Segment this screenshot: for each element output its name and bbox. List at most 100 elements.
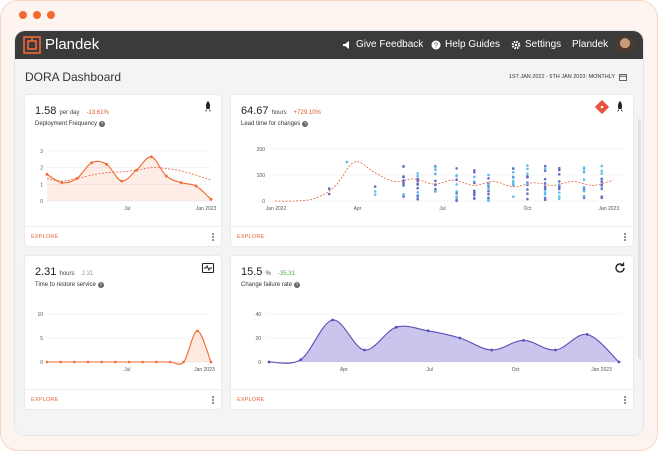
settings-label: Settings bbox=[525, 39, 562, 50]
restore-label: Time to restore service ? bbox=[35, 282, 104, 288]
lead-scatter-point bbox=[487, 187, 490, 191]
more-options-icon[interactable] bbox=[211, 232, 215, 242]
lead-scatter-point bbox=[600, 169, 604, 173]
x-tick-label: Jan 2023 bbox=[194, 367, 215, 373]
x-tick-label: Jan 2023 bbox=[599, 206, 620, 212]
deploy-point bbox=[75, 177, 79, 180]
lead-scatter-point bbox=[543, 185, 547, 188]
lead-value: 64.67 bbox=[241, 105, 269, 117]
lead-time-card: 64.67 hours +729.10% Lead time for chang… bbox=[231, 95, 633, 246]
help-guides-label: Help Guides bbox=[445, 39, 501, 50]
lead-scatter-point bbox=[345, 160, 349, 164]
explore-link[interactable]: EXPLORE bbox=[237, 397, 265, 403]
y-tick-label: 0 bbox=[40, 360, 43, 366]
lead-scatter-point bbox=[373, 185, 377, 188]
lead-scatter-point bbox=[582, 194, 586, 198]
pulse-monitor-icon bbox=[201, 262, 215, 274]
lead-scatter-point bbox=[600, 183, 604, 187]
info-icon[interactable]: ? bbox=[302, 121, 309, 127]
account-menu[interactable]: Plandek bbox=[572, 39, 608, 50]
lead-scatter-point bbox=[373, 193, 377, 196]
explore-link[interactable]: EXPLORE bbox=[31, 397, 59, 403]
lead-scatter-point bbox=[416, 174, 419, 178]
window-dot-icon bbox=[19, 11, 27, 19]
restore-point bbox=[127, 360, 131, 364]
cfr-label: Change failure rate ? bbox=[241, 282, 301, 288]
lead-scatter-point bbox=[600, 185, 604, 189]
lead-scatter-point bbox=[402, 193, 405, 197]
deploy-point bbox=[164, 174, 168, 178]
lead-scatter-point bbox=[416, 177, 419, 181]
cfr-value: 15.5 bbox=[241, 266, 263, 278]
lead-scatter-point bbox=[434, 189, 437, 193]
lead-scatter-point bbox=[402, 183, 405, 187]
plandek-logo-icon[interactable] bbox=[23, 36, 41, 54]
cfr-point bbox=[490, 348, 494, 352]
date-range-label: 1ST JAN 2022 - 5TH JAN 2023: MONTHLY bbox=[508, 74, 615, 80]
scrollbar[interactable] bbox=[638, 119, 641, 359]
cfr-line bbox=[268, 319, 620, 364]
y-tick-label: 40 bbox=[255, 312, 261, 318]
lead-scatter-point bbox=[557, 166, 561, 170]
lead-scatter-point bbox=[416, 194, 419, 198]
lead-scatter-point bbox=[434, 172, 437, 176]
lead-scatter-point bbox=[416, 183, 419, 186]
lead-scatter-point bbox=[434, 165, 437, 169]
deploy-area bbox=[47, 156, 211, 201]
deploy-point bbox=[60, 181, 64, 185]
gear-icon bbox=[511, 40, 521, 49]
info-icon[interactable]: ? bbox=[99, 121, 106, 127]
lead-scatter-point bbox=[373, 190, 377, 193]
lead-scatter-point bbox=[526, 197, 529, 201]
page-title: DORA Dashboard bbox=[25, 70, 122, 84]
avatar[interactable] bbox=[616, 36, 634, 54]
lead-scatter-point bbox=[434, 168, 437, 172]
lead-scatter-point bbox=[487, 192, 490, 196]
y-tick-label: 0 bbox=[262, 199, 265, 205]
explore-link[interactable]: EXPLORE bbox=[31, 234, 59, 240]
more-options-icon[interactable] bbox=[623, 232, 627, 242]
dashboard-content: DORA Dashboard 1ST JAN 2022 - 5TH JAN 20… bbox=[15, 59, 643, 435]
lead-scatter-point bbox=[511, 176, 515, 180]
x-tick-label: Oct bbox=[524, 206, 532, 212]
lead-scatter-point bbox=[600, 177, 604, 181]
lead-scatter-point bbox=[402, 195, 405, 198]
info-icon[interactable]: ? bbox=[97, 282, 104, 288]
lead-scatter-point bbox=[543, 193, 547, 196]
date-range-picker[interactable]: 1ST JAN 2022 - 5TH JAN 2023: MONTHLY bbox=[509, 73, 627, 81]
cfr-unit: % bbox=[265, 271, 271, 277]
info-icon[interactable]: ? bbox=[294, 282, 301, 288]
settings-link[interactable]: Settings bbox=[511, 39, 561, 50]
lead-scatter-point bbox=[473, 197, 476, 200]
lead-scatter-point bbox=[473, 191, 476, 194]
lead-scatter-point bbox=[487, 173, 490, 177]
account-label: Plandek bbox=[572, 39, 609, 50]
more-options-icon[interactable] bbox=[623, 395, 627, 405]
lead-scatter-point bbox=[455, 198, 458, 202]
give-feedback-link[interactable]: Give Feedback bbox=[342, 39, 423, 50]
top-navbar: Plandek Give Feedback ? Help Guides Sett… bbox=[15, 31, 643, 59]
restore-point bbox=[73, 360, 76, 364]
lead-scatter-point bbox=[543, 191, 547, 194]
lead-scatter-point bbox=[600, 172, 604, 175]
explore-link[interactable]: EXPLORE bbox=[237, 234, 265, 240]
restore-footer: EXPLORE bbox=[25, 389, 221, 409]
more-options-icon[interactable] bbox=[211, 395, 215, 405]
lead-scatter-point bbox=[487, 183, 490, 186]
restore-point bbox=[155, 360, 158, 364]
x-tick-label: Oct bbox=[512, 367, 520, 373]
lead-delta: +729.10% bbox=[293, 110, 321, 116]
lead-scatter-point bbox=[526, 167, 529, 171]
lead-scatter-point bbox=[416, 191, 419, 194]
cfr-metric: 15.5 % -35.31 bbox=[241, 266, 295, 278]
lead-chart: 0 100 200 Jan 2022 Apr Jul Oct Jan 2023 bbox=[257, 147, 623, 212]
restore-delta: 2.31 bbox=[81, 271, 94, 277]
lead-scatter-point bbox=[543, 196, 547, 200]
lead-scatter-point bbox=[600, 180, 604, 184]
restore-label-text: Time to restore service bbox=[35, 282, 96, 288]
help-guides-link[interactable]: ? Help Guides bbox=[431, 39, 500, 50]
restore-value: 2.31 bbox=[35, 266, 57, 278]
lead-scatter-point bbox=[434, 183, 437, 186]
cfr-delta: -35.31 bbox=[277, 271, 295, 277]
rocket-icon bbox=[205, 101, 211, 112]
